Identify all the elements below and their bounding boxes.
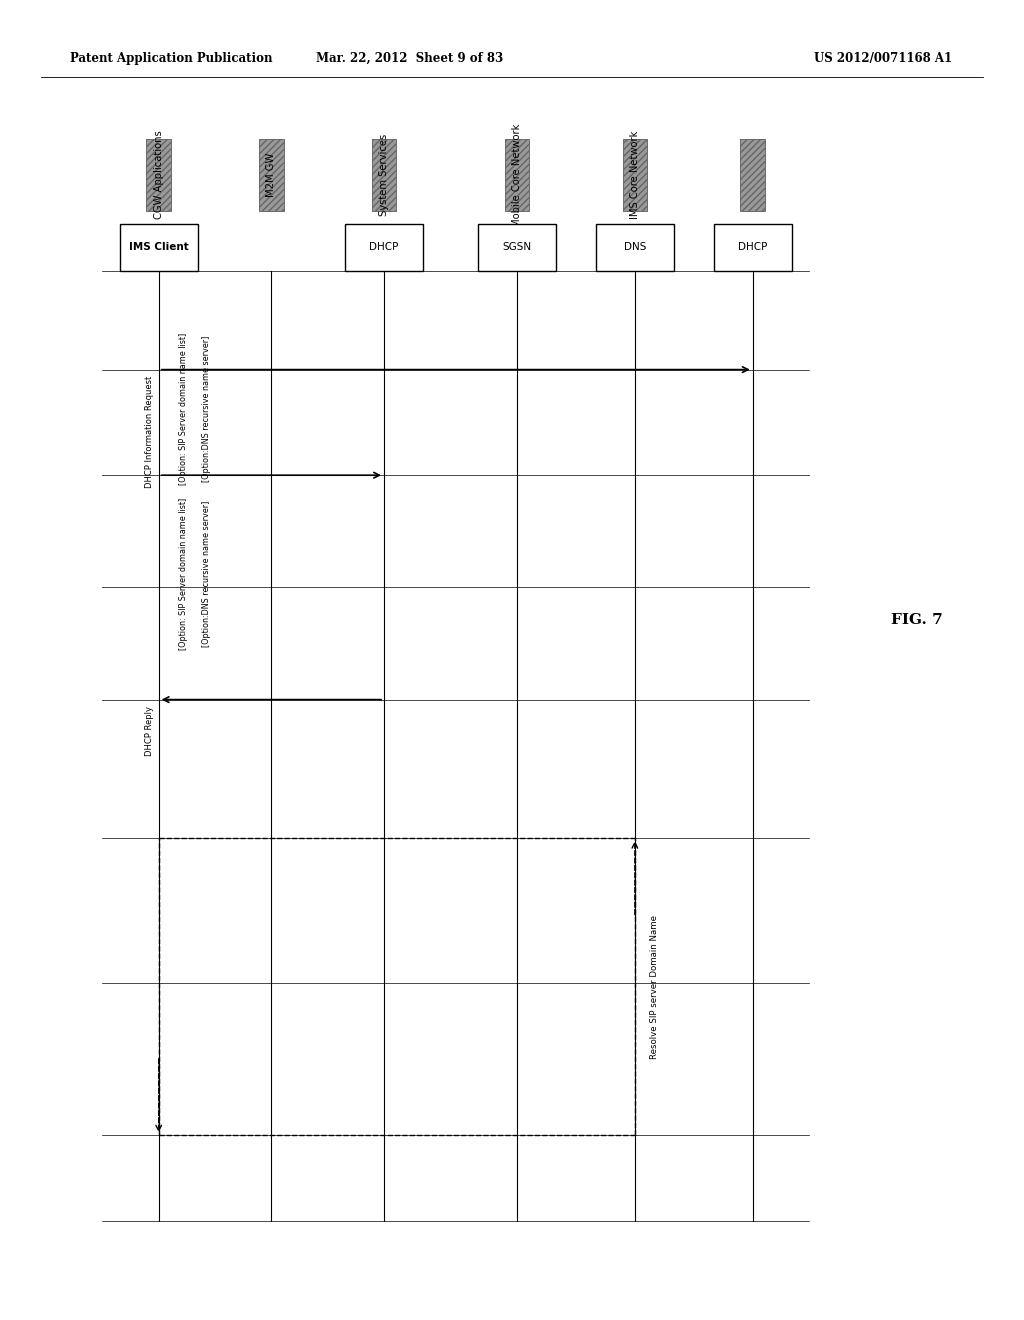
Text: [Option:DNS recursive name server]: [Option:DNS recursive name server]: [202, 337, 211, 482]
Text: System Services: System Services: [379, 133, 389, 216]
Text: US 2012/0071168 A1: US 2012/0071168 A1: [814, 51, 952, 65]
Text: [Option: SIP Server domain name list]: [Option: SIP Server domain name list]: [179, 498, 188, 651]
Text: DHCP: DHCP: [738, 243, 767, 252]
Bar: [740, 139, 765, 211]
Bar: [505, 139, 529, 211]
Text: DHCP Information Request: DHCP Information Request: [144, 376, 154, 488]
Text: IMS Core Network: IMS Core Network: [630, 131, 640, 219]
Bar: [372, 139, 396, 211]
Bar: [372, 139, 396, 211]
Bar: [478, 224, 556, 271]
Text: DHCP: DHCP: [370, 243, 398, 252]
Bar: [345, 224, 423, 271]
Text: IMS Client: IMS Client: [129, 243, 188, 252]
Text: DNS: DNS: [624, 243, 646, 252]
Text: Mar. 22, 2012  Sheet 9 of 83: Mar. 22, 2012 Sheet 9 of 83: [316, 51, 503, 65]
Text: SGSN: SGSN: [503, 243, 531, 252]
Bar: [714, 224, 792, 271]
Text: [Option:DNS recursive name server]: [Option:DNS recursive name server]: [202, 502, 211, 647]
Text: [Option: SIP Server domain name list]: [Option: SIP Server domain name list]: [179, 333, 188, 486]
Bar: [120, 224, 198, 271]
Bar: [146, 139, 171, 211]
Bar: [740, 139, 765, 211]
Text: Mobile Core Network: Mobile Core Network: [512, 123, 522, 227]
Text: FIG. 7: FIG. 7: [891, 614, 943, 627]
Text: Patent Application Publication: Patent Application Publication: [70, 51, 272, 65]
Text: CGW Applications: CGW Applications: [154, 131, 164, 219]
Text: M2M GW: M2M GW: [266, 153, 276, 197]
Bar: [146, 139, 171, 211]
Bar: [623, 139, 647, 211]
Bar: [259, 139, 284, 211]
Text: DHCP Reply: DHCP Reply: [144, 706, 154, 756]
Text: Resolve SIP server Domain Name: Resolve SIP server Domain Name: [650, 915, 659, 1060]
Bar: [596, 224, 674, 271]
Bar: [505, 139, 529, 211]
Bar: [259, 139, 284, 211]
Bar: [623, 139, 647, 211]
